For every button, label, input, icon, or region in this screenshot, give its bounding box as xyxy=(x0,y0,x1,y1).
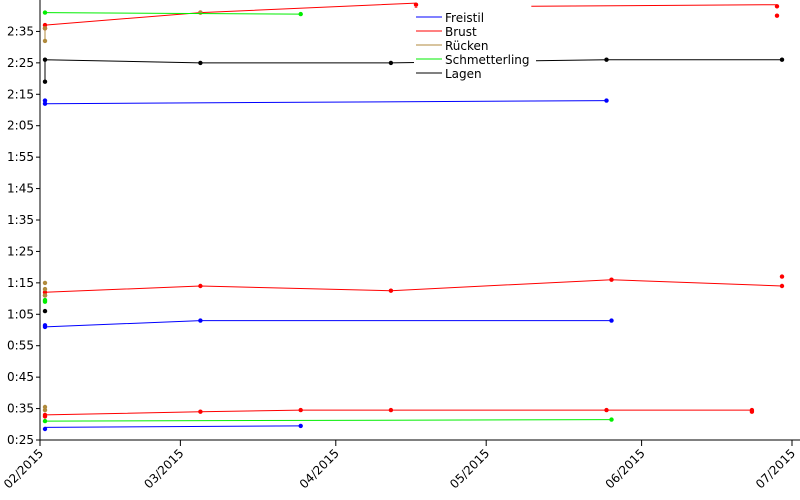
x-tick-label: 04/2015 xyxy=(297,446,342,491)
series-line-1-1 xyxy=(44,279,783,293)
data-point-3-0 xyxy=(42,418,48,424)
data-point-0-8 xyxy=(604,98,609,103)
series-line-1-0 xyxy=(44,409,752,416)
data-point-0-3 xyxy=(42,323,48,328)
data-point-0-5 xyxy=(609,318,614,323)
data-point-2-1 xyxy=(42,404,48,410)
data-point-4-1 xyxy=(42,79,48,84)
series-line-3-1 xyxy=(44,12,301,15)
data-point-2-6 xyxy=(42,26,48,31)
data-point-1-11 xyxy=(388,288,394,293)
data-point-3-4 xyxy=(42,10,48,15)
data-point-1-14 xyxy=(779,274,785,279)
y-tick-label: 0:45 xyxy=(7,370,34,384)
data-point-2-2 xyxy=(42,293,48,298)
legend-background xyxy=(414,8,536,80)
data-point-4-0 xyxy=(42,308,48,314)
y-tick-label: 1:15 xyxy=(7,276,34,290)
legend-label: Lagen xyxy=(445,67,482,81)
series-line-3-0 xyxy=(44,419,612,422)
series-line-0-1 xyxy=(44,320,612,328)
data-point-1-1 xyxy=(42,412,48,418)
y-tick-label: 1:25 xyxy=(7,244,34,258)
data-point-1-3 xyxy=(298,407,303,413)
y-tick-label: 1:35 xyxy=(7,213,34,227)
y-tick-label: 0:35 xyxy=(7,402,34,416)
y-tick-label: 0:25 xyxy=(7,433,34,447)
data-point-1-13 xyxy=(779,283,785,289)
data-point-1-16 xyxy=(42,22,48,28)
data-point-0-1 xyxy=(298,423,303,429)
legend-label: Freistil xyxy=(445,11,484,25)
y-tick-label: 2:35 xyxy=(7,24,34,38)
x-tick-label: 07/2015 xyxy=(753,446,798,491)
y-tick-label: 0:55 xyxy=(7,339,34,353)
data-point-1-9 xyxy=(42,290,48,295)
y-tick-label: 2:15 xyxy=(7,87,34,101)
y-tick-label: 1:05 xyxy=(7,307,34,321)
series-line-4-0 xyxy=(44,59,782,82)
data-point-2-7 xyxy=(198,10,203,15)
data-point-3-5 xyxy=(298,11,303,17)
series-line-1-3 xyxy=(531,4,778,7)
data-point-2-5 xyxy=(42,38,48,44)
series-line-0-2 xyxy=(44,100,607,105)
x-tick-label: 06/2015 xyxy=(603,446,648,491)
data-point-4-4 xyxy=(388,60,394,66)
data-point-1-7 xyxy=(749,407,755,413)
data-point-0-6 xyxy=(42,101,48,106)
data-point-1-19 xyxy=(413,2,419,7)
series-line-0-0 xyxy=(44,425,301,428)
x-tick-label: 05/2015 xyxy=(447,446,492,491)
data-point-0-4 xyxy=(198,318,203,323)
x-tick-label: 02/2015 xyxy=(1,446,46,491)
legend-label: Rücken xyxy=(445,39,489,53)
x-tick-label: 03/2015 xyxy=(141,446,186,491)
y-tick-label: 1:45 xyxy=(7,182,34,196)
data-point-4-3 xyxy=(198,60,203,66)
data-point-1-21 xyxy=(774,4,780,9)
data-point-2-3 xyxy=(42,286,48,292)
data-point-1-2 xyxy=(198,409,203,414)
data-point-2-0 xyxy=(42,407,48,413)
data-point-0-7 xyxy=(42,98,48,103)
plot-area xyxy=(42,2,785,432)
legend-label: Schmetterling xyxy=(445,53,530,67)
data-point-1-20 xyxy=(774,13,780,18)
data-point-1-10 xyxy=(198,283,203,289)
data-point-4-2 xyxy=(42,57,48,62)
data-point-1-12 xyxy=(609,277,614,282)
y-tick-label: 2:25 xyxy=(7,56,34,70)
legend-label: Brust xyxy=(445,25,477,39)
data-point-3-3 xyxy=(42,297,48,303)
data-point-2-4 xyxy=(42,280,48,286)
data-point-4-6 xyxy=(779,57,785,62)
data-point-0-0 xyxy=(42,426,48,432)
data-point-1-4 xyxy=(388,407,394,413)
data-point-4-5 xyxy=(604,57,609,62)
y-tick-label: 2:05 xyxy=(7,119,34,133)
data-point-3-1 xyxy=(609,417,614,422)
data-point-1-5 xyxy=(604,407,609,413)
y-tick-label: 1:55 xyxy=(7,150,34,164)
